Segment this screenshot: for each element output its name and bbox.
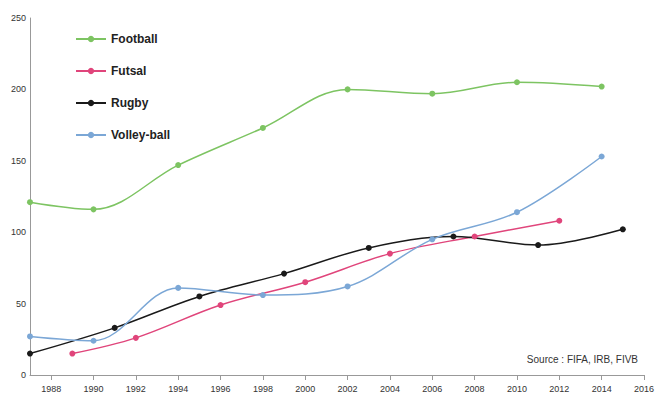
svg-text:2012: 2012 [549, 384, 569, 394]
svg-text:Source : FIFA, IRB, FIVB: Source : FIFA, IRB, FIVB [527, 354, 638, 365]
svg-text:1998: 1998 [253, 384, 273, 394]
svg-text:2010: 2010 [507, 384, 527, 394]
svg-text:200: 200 [11, 84, 26, 94]
svg-text:2016: 2016 [634, 384, 654, 394]
svg-text:2004: 2004 [380, 384, 400, 394]
svg-text:1994: 1994 [168, 384, 188, 394]
svg-text:2006: 2006 [422, 384, 442, 394]
svg-text:0: 0 [21, 370, 26, 380]
svg-text:50: 50 [16, 299, 26, 309]
svg-text:Football: Football [111, 32, 158, 46]
svg-text:1990: 1990 [84, 384, 104, 394]
svg-text:2000: 2000 [295, 384, 315, 394]
svg-text:150: 150 [11, 156, 26, 166]
svg-text:2002: 2002 [338, 384, 358, 394]
svg-text:2008: 2008 [465, 384, 485, 394]
svg-text:100: 100 [11, 227, 26, 237]
svg-text:2014: 2014 [592, 384, 612, 394]
svg-text:Volley-ball: Volley-ball [111, 128, 170, 142]
svg-text:250: 250 [11, 13, 26, 23]
svg-text:1988: 1988 [41, 384, 61, 394]
svg-text:Rugby: Rugby [111, 96, 149, 110]
svg-text:1992: 1992 [126, 384, 146, 394]
svg-text:Futsal: Futsal [111, 64, 146, 78]
svg-text:1996: 1996 [211, 384, 231, 394]
